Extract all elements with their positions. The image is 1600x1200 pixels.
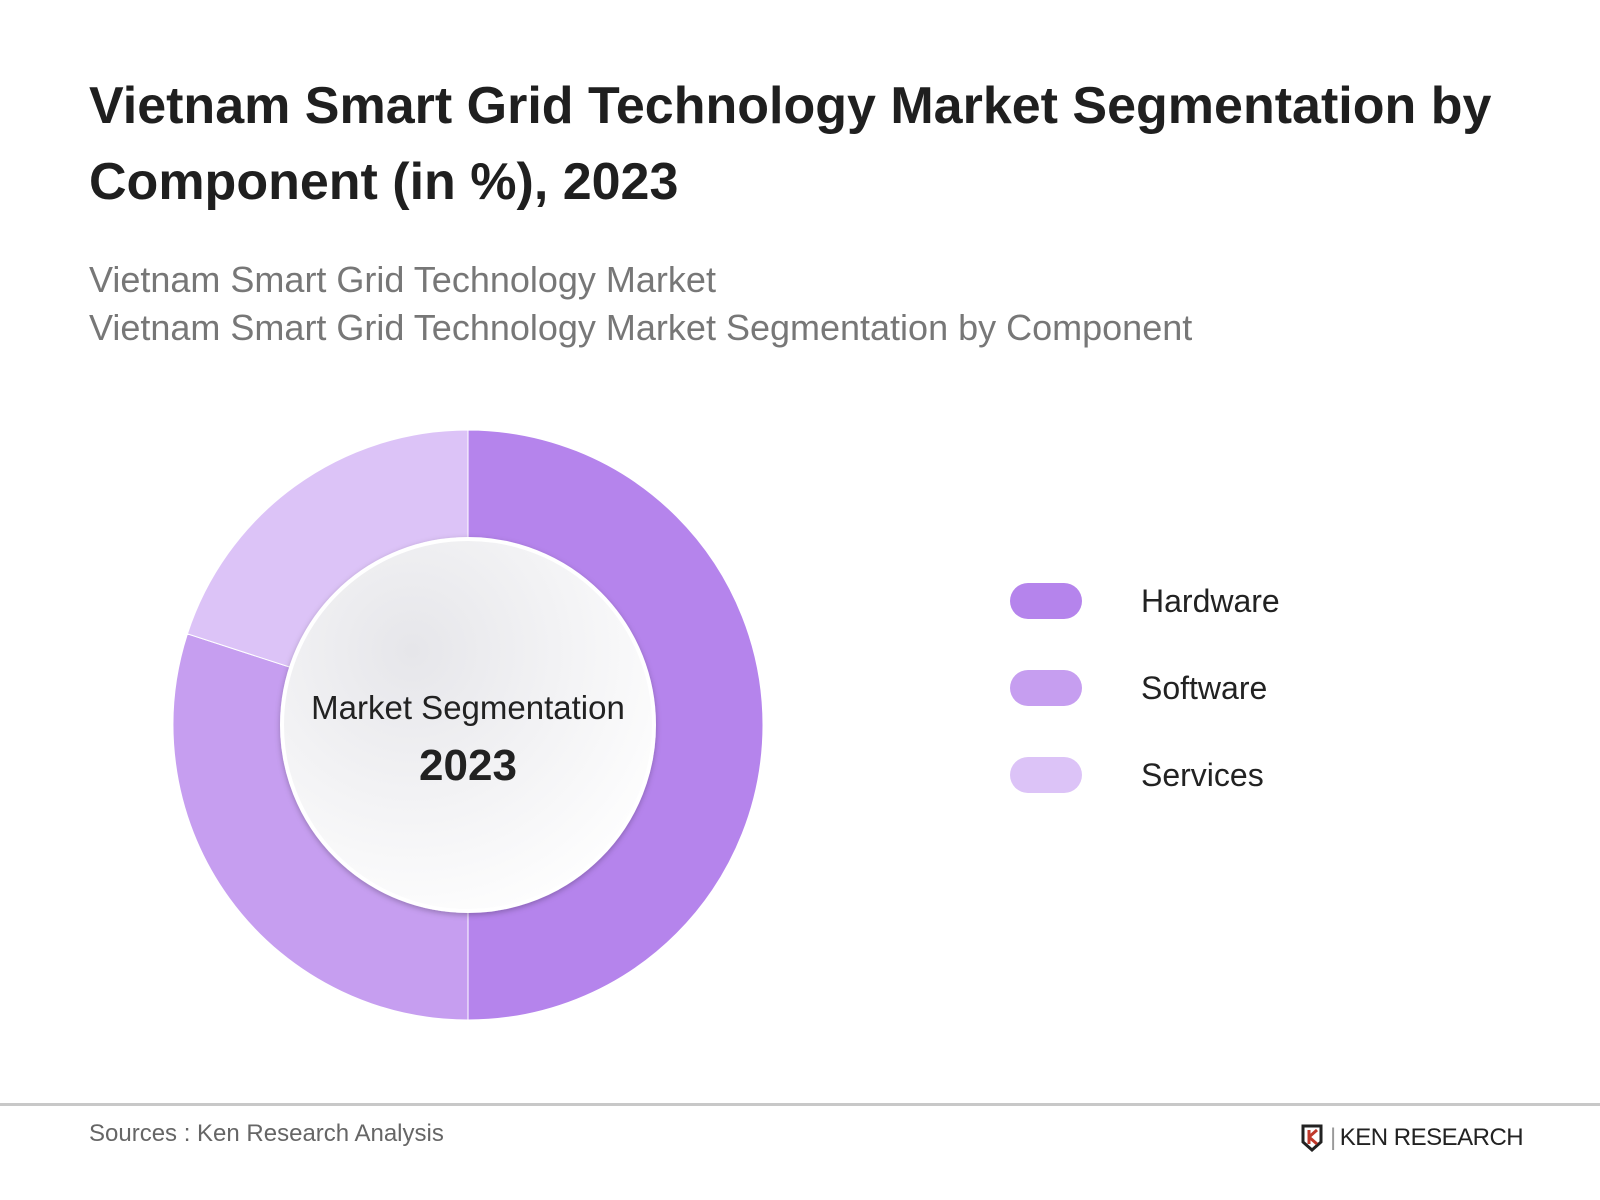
legend-item-services: Services <box>1010 756 1264 794</box>
ken-research-logo: | KEN RESEARCH <box>1300 1124 1524 1152</box>
legend-swatch <box>1010 583 1082 619</box>
subtitle-line-2: Vietnam Smart Grid Technology Market Seg… <box>89 307 1193 348</box>
legend-swatch <box>1010 670 1082 706</box>
footer-divider <box>0 1103 1600 1106</box>
legend-swatch <box>1010 757 1082 793</box>
subtitle-line-1: Vietnam Smart Grid Technology Market <box>89 259 716 300</box>
donut-center <box>280 537 656 913</box>
sources-text: Sources : Ken Research Analysis <box>89 1120 444 1147</box>
legend-label: Hardware <box>1141 582 1280 619</box>
legend-item-hardware: Hardware <box>1010 582 1280 620</box>
chart-title: Vietnam Smart Grid Technology Market Seg… <box>89 77 1492 211</box>
legend-item-software: Software <box>1010 669 1267 707</box>
legend-label: Software <box>1141 669 1268 706</box>
ken-logo-icon <box>1301 1124 1323 1152</box>
center-year: 2023 <box>419 741 517 790</box>
legend-label: Services <box>1141 756 1264 793</box>
logo-text: KEN RESEARCH <box>1339 1124 1524 1151</box>
center-label: Market Segmentation <box>311 689 625 726</box>
